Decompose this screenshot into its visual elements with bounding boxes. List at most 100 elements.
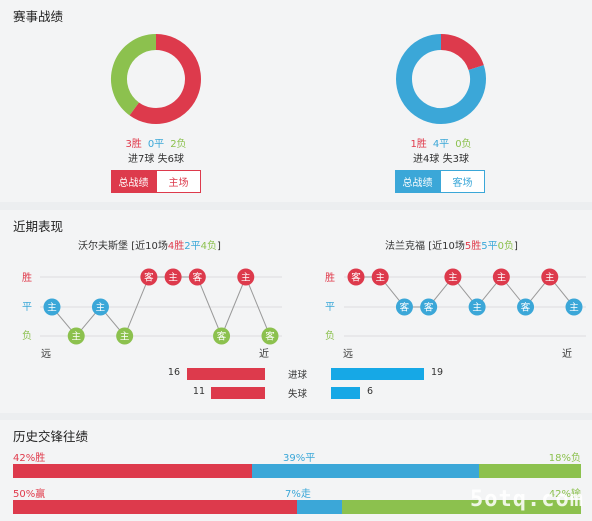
h2h-panel: 历史交锋往绩 42%胜 39%平 18%负 50%赢 7%走 42%输	[0, 420, 592, 521]
away-form-match-dot[interactable]	[420, 298, 438, 316]
home-form-title: 沃尔夫斯堡 [近10场4胜2平4负]	[78, 237, 221, 252]
record-panel: 赛事战绩 3胜 0平 2负 进7球 失6球 总战绩 主场 1胜 4平 0负 进4球 失3…	[0, 0, 592, 202]
away-form-match-dot[interactable]	[395, 298, 413, 316]
home-form-match-dot[interactable]	[164, 268, 182, 286]
home-axis-draw: 平	[22, 302, 32, 313]
away-wins: 1胜	[410, 139, 427, 150]
away-form-match-dot[interactable]	[517, 298, 535, 316]
h2h-row2-right: 42%输	[548, 489, 581, 500]
home-form-wins: 4胜	[167, 241, 185, 252]
home-form-match-venue: 主	[168, 272, 178, 284]
home-form-match-dot[interactable]	[213, 327, 231, 345]
h2h-row2-loss-segment	[342, 500, 581, 514]
away-form-losses: 0负	[497, 241, 514, 252]
away-form-match-dot[interactable]	[444, 268, 462, 286]
away-form-match-venue: 客	[351, 272, 361, 284]
away-axis-draw: 平	[325, 302, 335, 313]
h2h-row1-mid: 39%平	[283, 453, 316, 464]
away-form-match-dot[interactable]	[541, 268, 559, 286]
away-form-match-venue: 主	[448, 272, 458, 284]
recent-panel: 近期表现 沃尔夫斯堡 [近10场4胜2平4负] 法兰克福 [近10场5胜5平0负…	[0, 210, 592, 413]
section-title-record: 赛事战绩	[13, 9, 64, 24]
away-record-stats: 1胜 4平 0负 进4球 失3球	[361, 137, 521, 167]
away-form-match-venue: 客	[400, 302, 410, 314]
home-form-match-dot[interactable]	[67, 327, 85, 345]
away-form-match-dot[interactable]	[565, 298, 583, 316]
away-form-suffix: ]	[513, 241, 518, 252]
h2h-row2-draw-segment	[297, 500, 343, 514]
away-donut-draw-slice	[396, 34, 486, 124]
h2h-row1-right: 18%负	[548, 453, 581, 464]
tab-home-home[interactable]: 主场	[156, 170, 201, 193]
home-form-suffix: ]	[216, 241, 221, 252]
home-form-match-venue: 客	[144, 272, 154, 284]
h2h-row2-left: 50%赢	[13, 489, 46, 500]
home-axis-far: 远	[41, 349, 51, 360]
away-record-tabs: 总战绩 客场	[395, 170, 485, 193]
away-form-match-venue: 客	[424, 302, 434, 314]
away-form-team: 法兰克福	[385, 241, 425, 252]
home-form-match-dot[interactable]	[237, 268, 255, 286]
away-form-match-dot[interactable]	[347, 268, 365, 286]
home-donut-win-slice	[129, 34, 201, 124]
home-record-tabs: 总战绩 主场	[111, 170, 201, 193]
h2h-row2-win-segment	[13, 500, 297, 514]
home-axis-near: 近	[259, 349, 269, 360]
away-draws: 4平	[432, 139, 450, 150]
away-form-trend-line	[356, 276, 575, 308]
away-form-match-venue: 主	[472, 302, 482, 314]
home-axis-loss: 负	[22, 331, 32, 342]
h2h-row1-loss-segment	[478, 464, 581, 478]
away-form-match-venue: 主	[569, 302, 579, 314]
away-axis-far: 远	[343, 349, 353, 360]
home-scored-bar	[186, 368, 265, 380]
goals-conceded-label: 失球	[288, 389, 308, 400]
tab-away-overall[interactable]: 总战绩	[395, 170, 440, 193]
h2h-row2-mid: 7%走	[285, 489, 311, 500]
away-goals-against: 失3球	[442, 154, 469, 165]
away-form-wins: 5胜	[464, 241, 482, 252]
away-form-draws: 5平	[481, 241, 498, 252]
home-form-match-dot[interactable]	[140, 268, 158, 286]
away-axis-near: 近	[562, 349, 572, 360]
home-form-match-dot[interactable]	[261, 327, 279, 345]
home-form-match-dot[interactable]	[188, 268, 206, 286]
away-goals-for: 进4球	[413, 154, 440, 165]
home-scored-count: 16	[167, 367, 180, 378]
h2h-row2-bar	[13, 500, 581, 514]
away-form-match-dot[interactable]	[492, 268, 510, 286]
home-wins: 3胜	[125, 139, 142, 150]
home-form-match-venue: 主	[96, 302, 106, 314]
home-goals-against: 失6球	[157, 154, 184, 165]
away-axis-loss: 负	[325, 331, 335, 342]
home-form-match-dot[interactable]	[116, 327, 134, 345]
h2h-row1-win-segment	[13, 464, 252, 478]
home-form-prefix: [近10场	[131, 241, 168, 252]
home-conceded-count: 11	[192, 386, 205, 397]
home-form-match-dot[interactable]	[43, 298, 61, 316]
home-form-match-venue: 主	[47, 302, 57, 314]
home-form-match-venue: 主	[120, 331, 130, 343]
away-losses: 0负	[455, 139, 472, 150]
home-goals-for: 进7球	[128, 154, 155, 165]
tab-home-overall[interactable]: 总战绩	[111, 170, 156, 193]
away-conceded-bar	[331, 387, 361, 399]
away-conceded-count: 6	[367, 386, 374, 397]
away-form-match-dot[interactable]	[468, 298, 486, 316]
watermark-logo: 5otq.com	[470, 487, 584, 512]
home-axis-win: 胜	[22, 273, 32, 284]
home-form-match-venue: 主	[71, 331, 81, 343]
home-form-match-dot[interactable]	[91, 298, 109, 316]
away-form-match-venue: 主	[497, 272, 507, 284]
section-title-h2h: 历史交锋往绩	[13, 429, 89, 444]
away-scored-count: 19	[431, 367, 444, 378]
home-record-donut	[111, 34, 201, 124]
away-form-match-dot[interactable]	[371, 268, 389, 286]
away-axis-win: 胜	[325, 273, 335, 284]
home-form-match-venue: 客	[217, 331, 227, 343]
away-donut-win-slice	[440, 34, 484, 71]
section-title-recent: 近期表现	[13, 219, 64, 234]
away-record-donut	[396, 34, 486, 124]
away-form-prefix: [近10场	[428, 241, 465, 252]
tab-away-away[interactable]: 客场	[440, 170, 485, 193]
